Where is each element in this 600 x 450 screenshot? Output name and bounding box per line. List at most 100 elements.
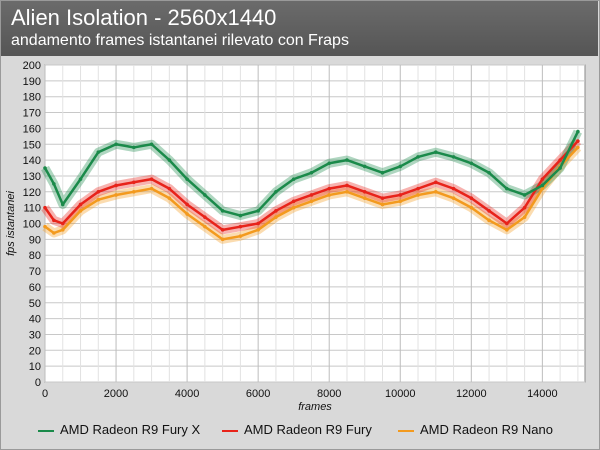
data-point: [433, 150, 438, 154]
data-point: [380, 170, 385, 175]
x-tick-label: 12000: [456, 388, 487, 400]
data-point: [558, 158, 562, 162]
data-point: [203, 224, 207, 229]
data-point: [345, 158, 349, 162]
y-tick-label: 130: [23, 171, 41, 183]
data-point: [487, 218, 491, 223]
y-tick-label: 170: [23, 108, 41, 120]
data-point: [540, 177, 545, 181]
y-tick-label: 160: [23, 123, 41, 135]
data-point: [256, 228, 260, 232]
data-point: [185, 202, 189, 207]
data-point: [362, 190, 367, 194]
series-line-2: [44, 146, 579, 241]
data-point: [345, 190, 349, 194]
data-point: [132, 190, 136, 194]
data-point: [291, 199, 296, 204]
data-point: [96, 197, 101, 202]
x-tick-label: 8000: [317, 388, 341, 400]
data-point: [149, 186, 154, 191]
data-point: [433, 190, 438, 194]
data-point: [362, 164, 367, 169]
data-point: [274, 215, 278, 219]
data-point: [52, 231, 56, 235]
y-tick-label: 140: [23, 155, 41, 167]
y-tick-label: 190: [23, 76, 41, 88]
data-point: [576, 145, 580, 150]
legend-label-fury-x: AMD Radeon R9 Fury X: [60, 422, 201, 437]
data-point: [398, 164, 403, 169]
legend-label-fury: AMD Radeon R9 Fury: [244, 422, 372, 437]
y-tick-label: 90: [29, 234, 41, 246]
series-line-0: [43, 131, 580, 217]
data-point: [43, 166, 47, 170]
data-point: [576, 129, 580, 134]
data-point: [505, 186, 509, 191]
data-point: [291, 205, 296, 210]
data-point: [576, 139, 580, 143]
data-point: [185, 212, 189, 216]
data-point: [114, 183, 118, 188]
data-point: [362, 196, 367, 200]
data-point: [345, 183, 349, 188]
data-point: [238, 213, 243, 218]
data-point: [60, 202, 65, 207]
x-axis-label: frames: [298, 401, 332, 413]
data-point: [203, 193, 207, 197]
data-point: [96, 190, 101, 194]
data-point: [274, 190, 278, 194]
chart-title: Alien Isolation - 2560x1440: [11, 5, 277, 30]
y-tick-label: 30: [29, 329, 41, 341]
data-point: [220, 228, 225, 232]
data-point: [558, 166, 562, 170]
data-point: [167, 158, 172, 162]
chart-subtitle: andamento frames istantanei rilevato con…: [11, 32, 349, 49]
data-point: [256, 221, 260, 226]
legend-swatch-nano: [398, 430, 414, 432]
data-point: [451, 155, 456, 159]
series-layer: [41, 129, 582, 244]
data-point: [114, 142, 118, 147]
data-point: [469, 196, 474, 200]
data-point: [274, 209, 278, 213]
data-point: [78, 202, 83, 207]
data-point: [487, 209, 491, 213]
data-point: [185, 177, 189, 181]
data-point: [60, 228, 65, 232]
data-point: [416, 193, 420, 197]
y-tick-label: 0: [35, 377, 41, 389]
data-point: [309, 193, 314, 197]
x-tick-label: 4000: [175, 388, 199, 400]
data-point: [96, 150, 101, 154]
x-tick-label: 6000: [246, 388, 270, 400]
data-point: [522, 205, 527, 210]
y-tick-label: 20: [29, 345, 41, 357]
data-point: [52, 218, 56, 223]
data-point: [522, 215, 527, 219]
x-tick-label: 2000: [104, 388, 128, 400]
x-tick-label: 14000: [527, 388, 558, 400]
data-point: [505, 228, 509, 232]
data-point: [522, 193, 527, 197]
chart-header: Alien Isolation - 2560x1440 andamento fr…: [1, 1, 598, 56]
y-tick-label: 110: [23, 203, 41, 215]
data-point: [398, 193, 403, 197]
data-point: [220, 237, 225, 242]
data-point: [433, 180, 438, 185]
y-tick-label: 70: [29, 266, 41, 278]
data-point: [78, 177, 83, 181]
y-axis-label: fps istantanei: [5, 191, 17, 256]
data-point: [540, 186, 545, 191]
y-tick-label: 200: [23, 60, 41, 72]
y-tick-label: 60: [29, 282, 41, 294]
data-point: [505, 221, 509, 226]
y-tick-label: 150: [23, 139, 41, 151]
data-point: [43, 224, 47, 229]
data-point: [416, 186, 420, 191]
legend-swatch-fury-x: [38, 430, 54, 432]
data-point: [167, 196, 172, 200]
data-point: [167, 186, 172, 191]
data-point: [487, 170, 491, 175]
data-point: [540, 183, 545, 188]
